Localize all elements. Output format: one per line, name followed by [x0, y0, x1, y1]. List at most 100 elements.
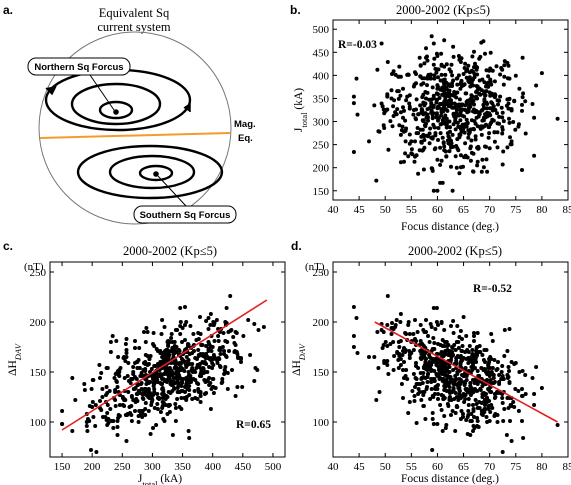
data-point: [470, 368, 475, 372]
data-point: [438, 87, 443, 92]
data-point: [433, 327, 438, 331]
data-point: [453, 102, 458, 107]
data-point: [173, 419, 178, 423]
data-point: [447, 149, 452, 154]
data-point: [187, 436, 192, 440]
data-point: [205, 379, 210, 383]
data-point: [504, 433, 509, 437]
data-point: [498, 94, 503, 99]
data-point: [453, 154, 458, 159]
data-point: [520, 95, 525, 100]
y-tick-label: 500: [313, 24, 330, 36]
data-point: [492, 139, 497, 144]
data-point: [208, 312, 213, 316]
x-tick-label: 70: [484, 461, 496, 473]
data-point: [246, 318, 251, 322]
data-point: [444, 116, 449, 121]
data-point: [230, 368, 234, 372]
x-tick-label: 50: [380, 204, 392, 216]
data-point: [256, 328, 261, 332]
data-point: [183, 338, 187, 342]
data-point: [222, 372, 227, 376]
data-point: [396, 340, 401, 344]
data-point: [439, 51, 444, 56]
data-point: [523, 99, 528, 104]
data-point: [404, 368, 409, 372]
data-point: [473, 137, 478, 142]
data-point: [500, 374, 505, 378]
data-point: [495, 130, 500, 135]
data-point: [193, 396, 198, 400]
data-point: [151, 426, 155, 430]
data-point: [412, 159, 417, 164]
data-point: [398, 160, 403, 165]
data-point: [451, 78, 456, 83]
data-point: [435, 188, 440, 193]
data-point: [453, 374, 458, 378]
data-point: [424, 367, 428, 371]
data-point: [512, 99, 517, 104]
data-point: [530, 102, 535, 106]
data-point: [385, 363, 390, 367]
chart-d-points: [351, 294, 560, 454]
data-point: [133, 346, 137, 350]
data-point: [171, 352, 176, 356]
data-point: [159, 382, 164, 386]
data-point: [433, 385, 438, 389]
data-point: [434, 363, 439, 367]
data-point: [145, 363, 150, 367]
data-point: [473, 134, 478, 139]
data-point: [495, 98, 500, 103]
data-point: [458, 354, 463, 358]
data-point: [367, 139, 371, 144]
data-point: [433, 131, 438, 136]
data-point: [124, 348, 129, 352]
data-point: [458, 396, 463, 400]
data-point: [484, 415, 489, 419]
data-point: [426, 334, 430, 338]
data-point: [466, 403, 471, 407]
data-point: [484, 144, 488, 149]
data-point: [90, 378, 95, 382]
data-point: [471, 429, 475, 433]
data-point: [105, 411, 110, 415]
data-point: [235, 352, 240, 356]
data-point: [523, 373, 528, 377]
data-point: [158, 410, 163, 414]
data-point: [475, 159, 480, 164]
data-point: [133, 400, 138, 404]
data-point: [487, 419, 492, 423]
data-point: [458, 362, 463, 366]
data-point: [480, 157, 485, 162]
data-point: [421, 167, 426, 172]
x-tick-label: 40: [328, 204, 340, 216]
data-point: [446, 343, 451, 347]
data-point: [555, 423, 560, 427]
data-point: [458, 165, 463, 170]
data-point: [136, 420, 141, 424]
data-point: [441, 394, 446, 398]
data-point: [397, 345, 402, 349]
data-point: [488, 77, 493, 82]
data-point: [196, 348, 201, 352]
data-point: [523, 131, 528, 136]
data-point: [507, 380, 512, 384]
data-point: [501, 377, 506, 381]
panel-letter-d: d.: [291, 239, 302, 253]
data-point: [422, 138, 427, 142]
data-point: [468, 144, 473, 149]
data-point: [351, 345, 356, 349]
data-point: [411, 108, 416, 112]
data-point: [453, 391, 458, 395]
data-point: [500, 396, 505, 400]
data-point: [458, 153, 463, 158]
data-point: [480, 125, 485, 130]
data-point: [155, 363, 160, 367]
data-point: [434, 111, 439, 116]
data-point: [520, 55, 525, 60]
data-point: [488, 366, 493, 370]
data-point: [521, 436, 526, 440]
data-point: [191, 377, 196, 381]
data-point: [463, 122, 468, 127]
y-tick-label: 150: [313, 186, 330, 198]
